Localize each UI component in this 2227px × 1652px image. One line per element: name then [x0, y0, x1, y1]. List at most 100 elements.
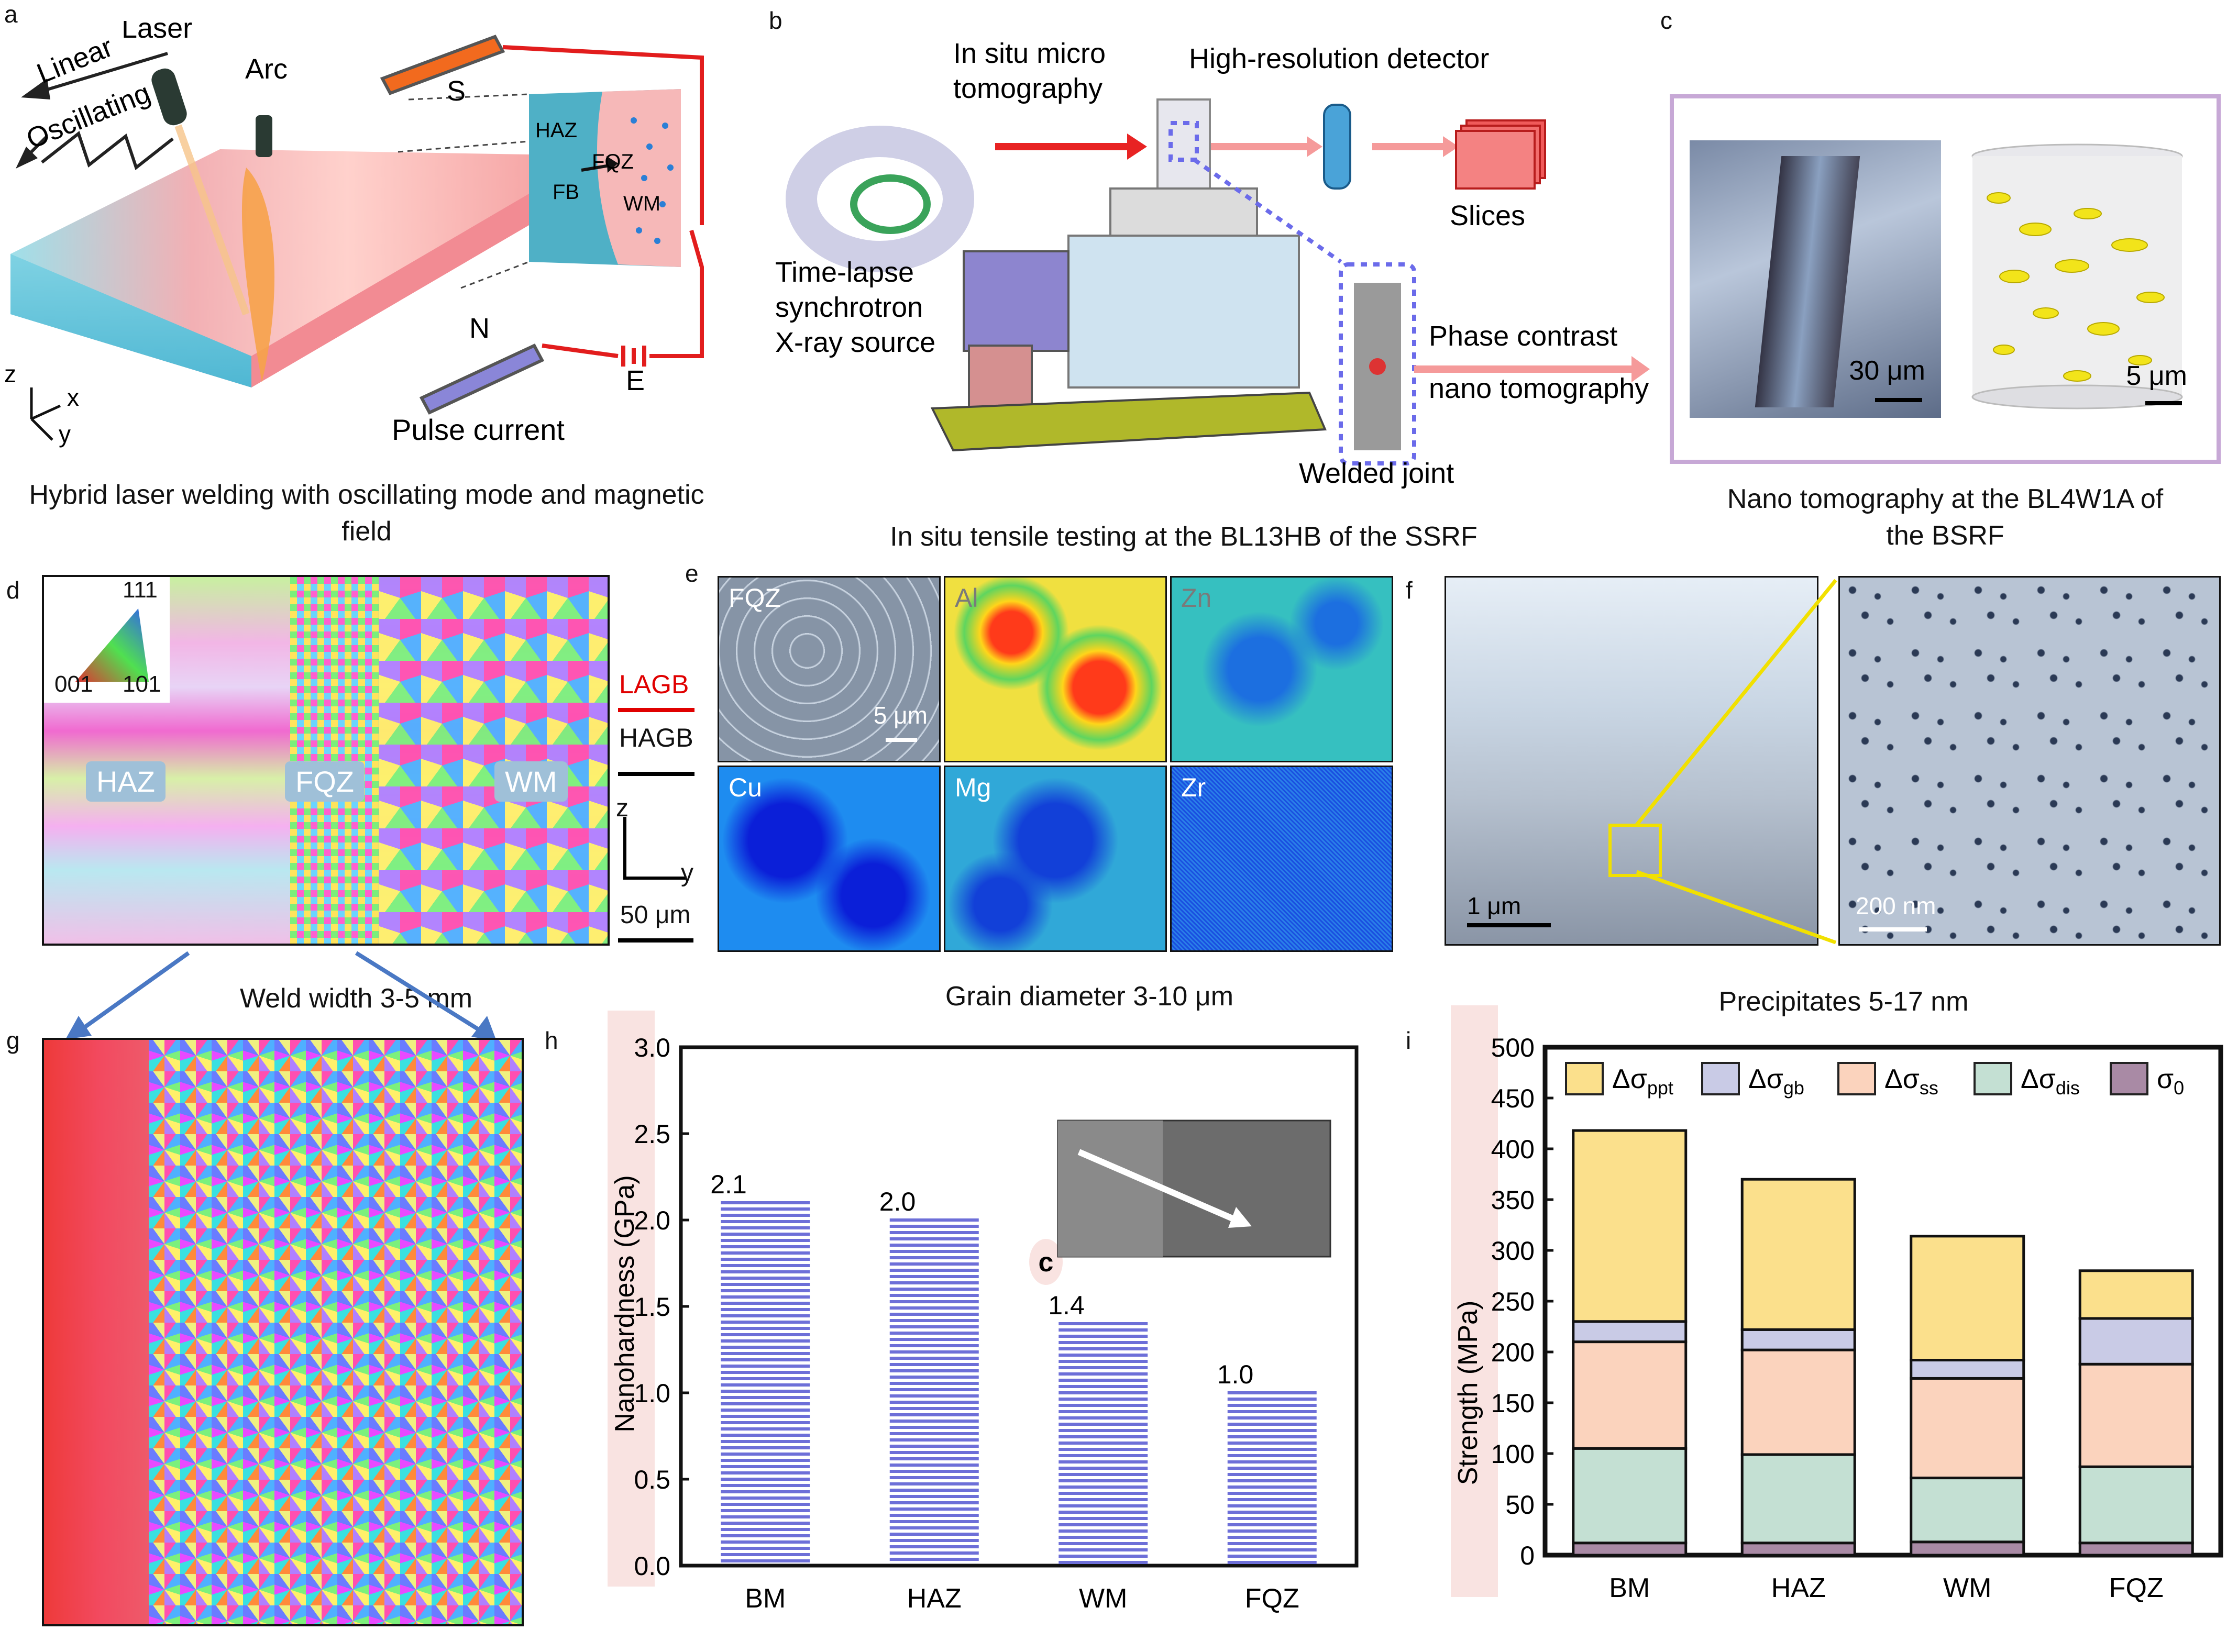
scale-label-c1: 30 μm	[1849, 356, 1925, 386]
lagb-label: LAGB	[619, 670, 689, 699]
i-ytick-label: 200	[1491, 1338, 1535, 1367]
chart-h: Nanohardness (GPa) 0.0 0.5 1.0 1.5 2.0 2.5 3.0…	[608, 1011, 1359, 1614]
h-xtick-label: BM	[745, 1583, 786, 1614]
motor-housing	[963, 250, 1070, 352]
i-xtick-label: BM	[1609, 1573, 1650, 1603]
keyhole	[241, 168, 274, 382]
fqz-label: FQZ	[592, 150, 634, 173]
i-legend-swatch-gb	[1701, 1062, 1740, 1095]
map-zr-label: Zr	[1181, 773, 1206, 802]
ipf-key: 111 001 101	[44, 577, 170, 703]
panel-label-f: f	[1406, 576, 1413, 604]
i-bar-bm-ppt	[1572, 1129, 1688, 1323]
i-legend-swatch-ppt	[1565, 1062, 1604, 1095]
fine-grain-region	[149, 1040, 522, 1624]
scale-bar-c2	[2145, 401, 2182, 405]
i-ytick-label: 450	[1491, 1084, 1535, 1113]
map-al: Al	[944, 576, 1167, 762]
fb-label: FB	[553, 181, 579, 204]
f-scale-label-1: 1 μm	[1467, 892, 1522, 919]
h-ytick-label: 0.0	[634, 1551, 670, 1581]
slices-stack	[1455, 119, 1546, 190]
i-bar-wm-dis	[1910, 1477, 2025, 1544]
h-bar-value-label: 2.1	[710, 1170, 747, 1199]
panel-c-frame: 30 μm 5 μm	[1670, 94, 2221, 464]
i-bar-bm-dis	[1572, 1447, 1688, 1545]
map-mg-label: Mg	[955, 773, 991, 802]
ipf-001: 001	[54, 671, 93, 697]
i-bar-fqz-gb	[2078, 1317, 2194, 1366]
haz-label: HAZ	[535, 119, 577, 142]
h-ytick-label: 1.5	[634, 1292, 670, 1322]
i-bar-haz-sigma0	[1740, 1542, 1856, 1557]
wm-label: WM	[623, 192, 660, 215]
h-bar-value-label: 1.0	[1217, 1360, 1254, 1389]
i-legend-label-sigma0: σ0	[2157, 1064, 2184, 1099]
h-bar-fqz	[1227, 1391, 1317, 1564]
nano-tomography-label: nano tomography	[1429, 373, 1649, 404]
pillar-shape	[1755, 156, 1860, 407]
fqz-region	[290, 577, 379, 944]
scale-bar-c1	[1875, 398, 1922, 402]
caption-f: Precipitates 5-17 nm	[1718, 986, 1969, 1017]
i-legend-label-gb: Δσgb	[1748, 1064, 1804, 1099]
magnet-n	[419, 343, 545, 415]
i-xtick-label: HAZ	[1771, 1573, 1826, 1603]
magnet-s-label: S	[447, 75, 466, 107]
f-scale-bar-2	[1859, 927, 1927, 932]
tem-image-left: 1 μm	[1445, 576, 1818, 946]
panel-label-c: c	[1660, 7, 1672, 34]
panel-label-b: b	[769, 7, 782, 34]
detector-lens	[1323, 104, 1351, 190]
i-bar-fqz-ss	[2078, 1362, 2194, 1468]
base-plate	[930, 391, 1327, 452]
h-bar-value-label: 1.4	[1048, 1291, 1085, 1320]
tensile-rig-body	[1067, 235, 1300, 389]
ipf-111: 111	[123, 577, 158, 603]
i-bar-haz-ppt	[1740, 1178, 1856, 1331]
caption-c-line2: the BSRF	[1886, 520, 2004, 551]
i-bar-wm-sigma0	[1910, 1540, 2025, 1557]
caption-d: Weld width 3-5 mm	[239, 983, 473, 1014]
i-ytick-label: 250	[1491, 1287, 1535, 1316]
i-bar-bm-gb	[1572, 1320, 1688, 1344]
axis-x-label: x	[67, 384, 79, 411]
panel-e-maps: FQZ 5 μm Al Zn Cu Mg Zr	[718, 576, 1393, 953]
hagb-line	[618, 772, 694, 776]
i-bar-haz-ss	[1740, 1348, 1856, 1456]
panel-label-a: a	[4, 1, 18, 28]
h-inset-arrow	[1077, 1149, 1238, 1223]
e-scale-bar	[886, 738, 917, 742]
power-e-label: E	[626, 365, 645, 396]
i-bar-wm-ss	[1910, 1377, 2025, 1480]
i-legend-label-ppt: Δσppt	[1612, 1064, 1673, 1099]
i-ytick-label: 0	[1520, 1541, 1535, 1570]
map-zn-label: Zn	[1181, 583, 1212, 613]
magnet-s	[380, 35, 505, 95]
tomography-render: 5 μm	[1952, 140, 2203, 418]
i-ylabel-highlight	[1451, 1005, 1498, 1597]
h-ytick-label: 3.0	[634, 1033, 670, 1062]
h-ylabel-highlight	[608, 1011, 655, 1587]
h-bar-value-label: 2.0	[879, 1187, 916, 1216]
i-ytick-label: 150	[1491, 1389, 1535, 1418]
ipf-101: 101	[123, 671, 161, 697]
synchrotron-label: synchrotron	[775, 292, 923, 323]
hagb-label: HAGB	[619, 723, 693, 752]
arc-torch	[256, 115, 272, 157]
map-mg: Mg	[944, 766, 1167, 952]
map-al-label: Al	[955, 583, 978, 613]
i-legend-swatch-dis	[1974, 1062, 2012, 1095]
xray-label: X-ray source	[775, 327, 935, 358]
h-marker-c: c	[1039, 1247, 1054, 1278]
f-scale-label-2: 200 nm	[1856, 892, 1936, 919]
h-bar-haz	[889, 1218, 979, 1561]
i-xtick-label: WM	[1943, 1573, 1991, 1603]
f-scale-bar-1	[1467, 923, 1551, 927]
i-bar-wm-ppt	[1910, 1235, 2025, 1362]
i-legend-label-dis: Δσdis	[2021, 1064, 2080, 1099]
map-cu: Cu	[718, 766, 941, 952]
h-xtick-label: WM	[1079, 1583, 1127, 1614]
laser-label: Laser	[122, 21, 192, 44]
map-zn: Zn	[1170, 576, 1393, 762]
